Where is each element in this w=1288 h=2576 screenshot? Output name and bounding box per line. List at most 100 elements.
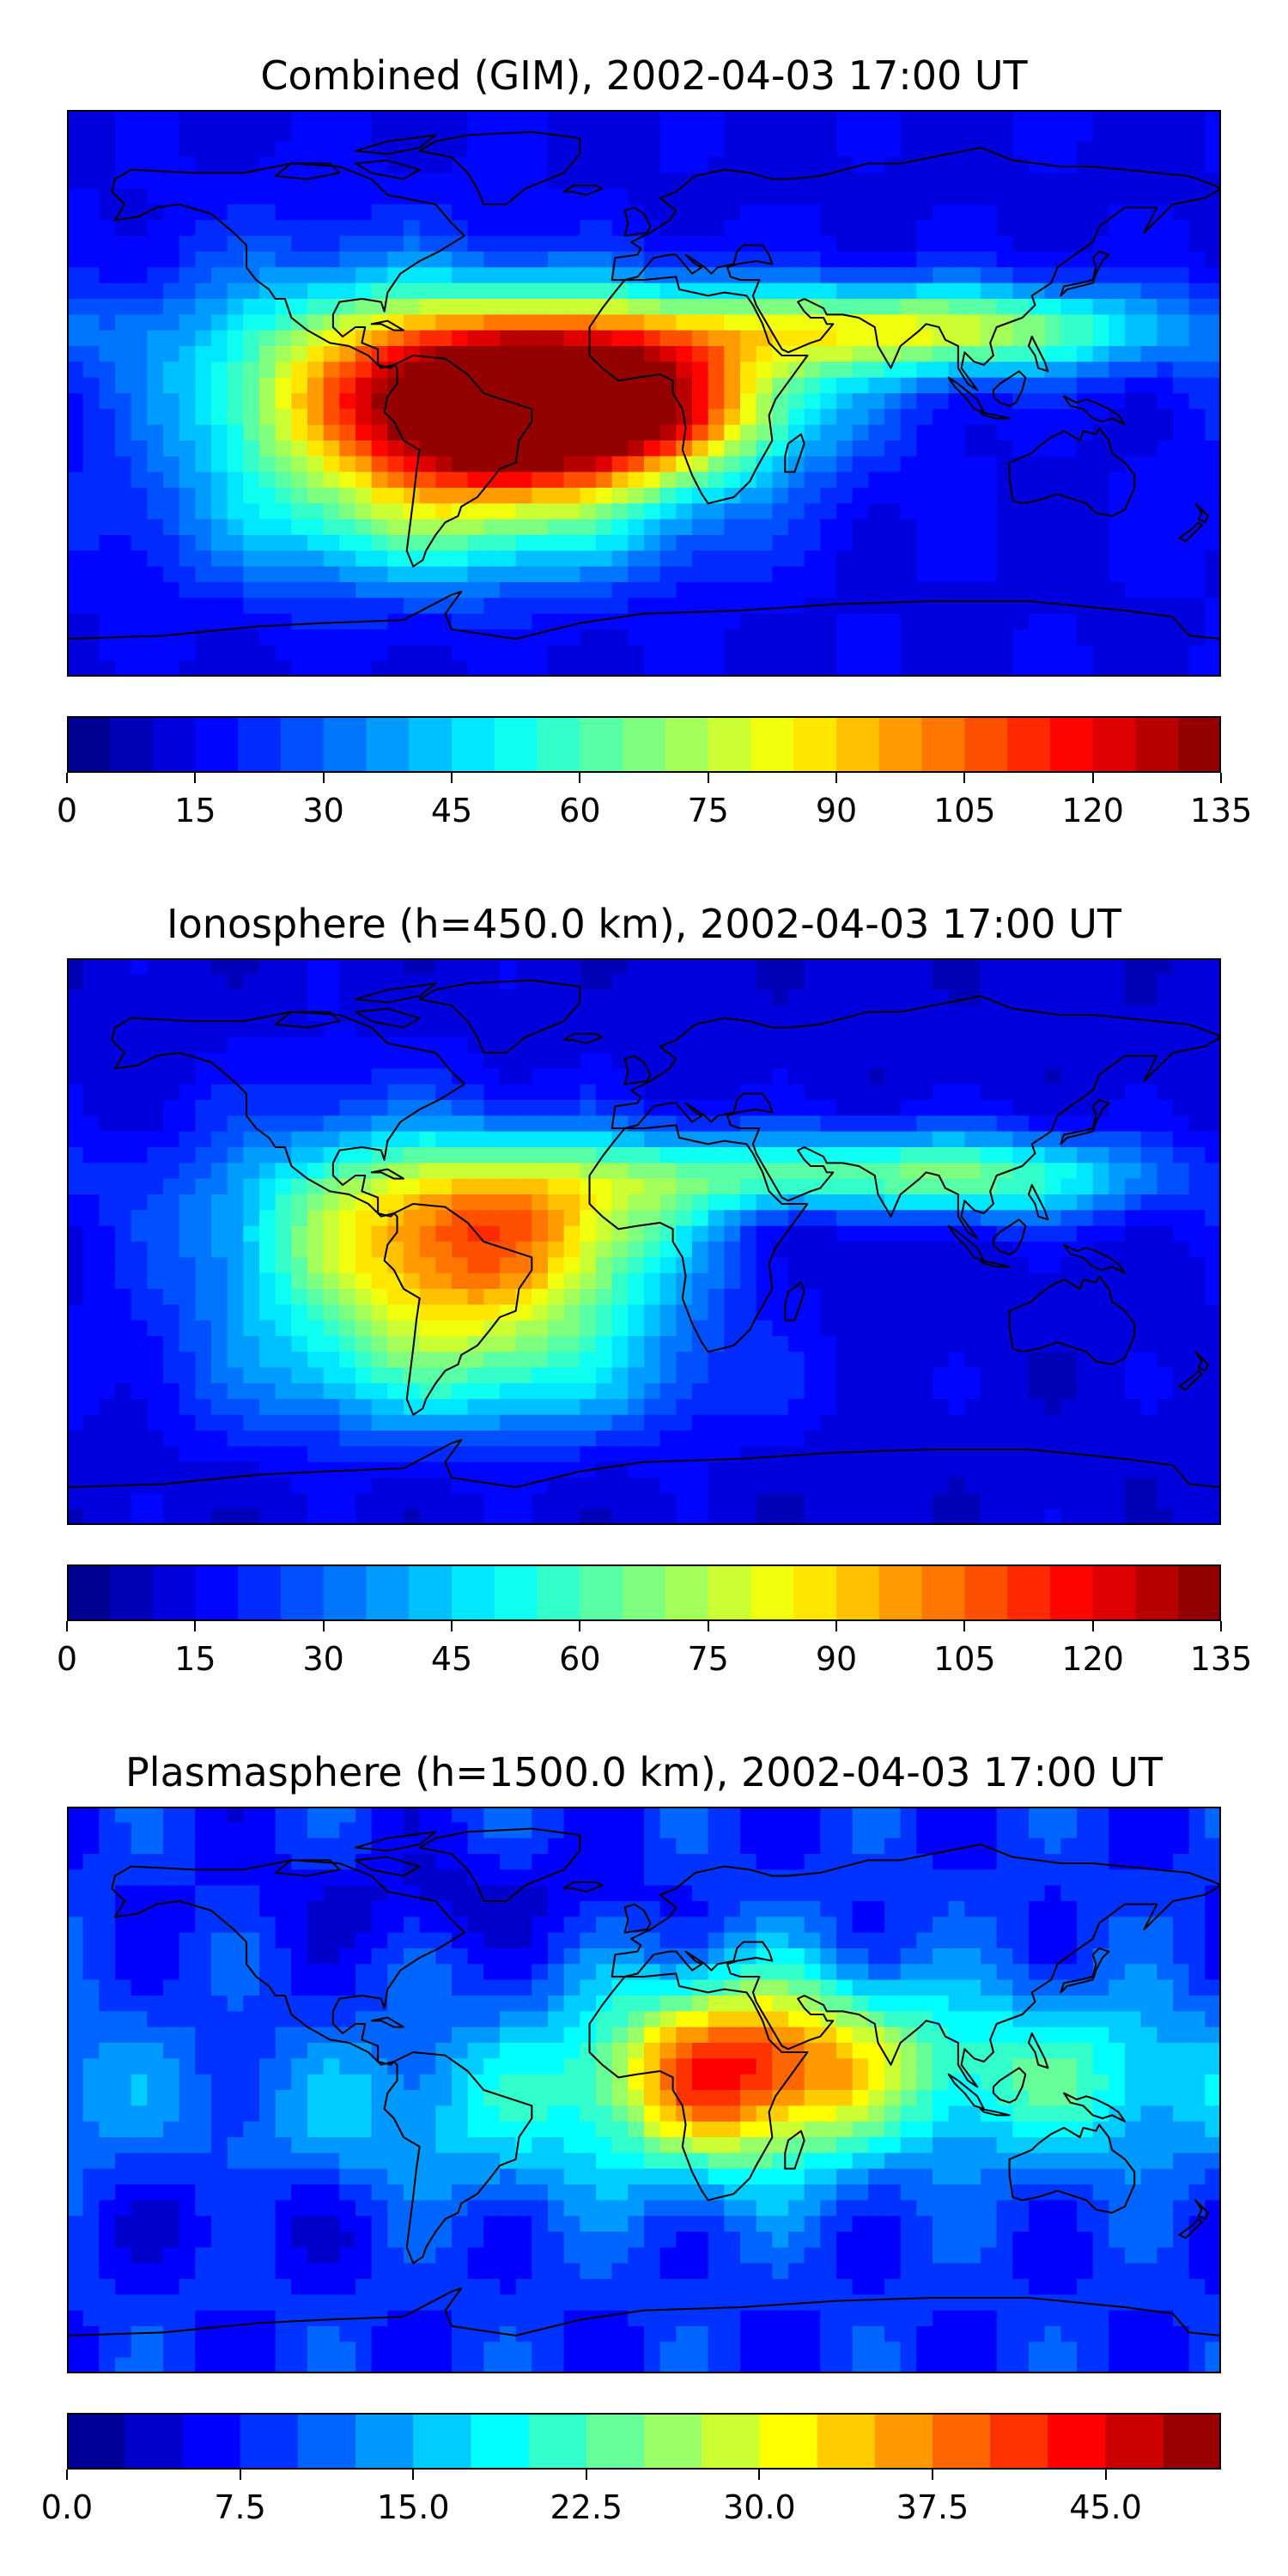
heatmap-cell bbox=[1077, 582, 1094, 598]
heatmap-cell bbox=[147, 314, 164, 331]
heatmap-cell bbox=[323, 1053, 340, 1069]
heatmap-cell bbox=[948, 1005, 965, 1022]
heatmap-cell bbox=[227, 958, 244, 975]
heatmap-cell bbox=[307, 1461, 325, 1479]
heatmap-cell bbox=[964, 361, 981, 379]
heatmap-cell bbox=[676, 1399, 693, 1416]
heatmap-cell bbox=[884, 503, 902, 520]
heatmap-cell bbox=[99, 989, 116, 1006]
heatmap-cell bbox=[1157, 1414, 1174, 1431]
heatmap-cell bbox=[611, 1068, 629, 1085]
heatmap-cell bbox=[1109, 582, 1126, 598]
heatmap-cell bbox=[788, 377, 805, 394]
heatmap-cell bbox=[387, 989, 404, 1006]
heatmap-cell bbox=[1012, 1367, 1030, 1384]
heatmap-cell bbox=[820, 346, 837, 362]
heatmap-cell bbox=[772, 330, 789, 347]
heatmap-cell bbox=[500, 1115, 517, 1133]
heatmap-cell bbox=[772, 1304, 789, 1321]
heatmap-cell bbox=[1205, 157, 1221, 173]
heatmap-cell bbox=[868, 645, 885, 662]
heatmap-cell bbox=[548, 1383, 565, 1400]
heatmap-cell bbox=[740, 582, 757, 598]
heatmap-cell bbox=[1205, 424, 1221, 441]
heatmap-cell bbox=[580, 235, 597, 252]
heatmap-cell bbox=[1140, 283, 1157, 300]
heatmap-cell bbox=[195, 1367, 212, 1384]
heatmap-cell bbox=[323, 660, 340, 677]
heatmap-cell bbox=[644, 598, 661, 615]
heatmap-cell bbox=[933, 1320, 950, 1337]
heatmap-cell bbox=[1012, 1273, 1030, 1290]
heatmap-cell bbox=[1109, 1068, 1126, 1085]
heatmap-cell bbox=[548, 456, 565, 473]
heatmap-cell bbox=[467, 1194, 484, 1211]
heatmap-cell bbox=[195, 330, 212, 347]
heatmap-cell bbox=[964, 220, 981, 237]
heatmap-cell bbox=[548, 582, 565, 598]
heatmap-cell bbox=[211, 1194, 228, 1211]
heatmap-cell bbox=[1092, 598, 1109, 615]
heatmap-cell bbox=[708, 1304, 725, 1321]
heatmap-cell bbox=[404, 235, 421, 252]
heatmap-cell bbox=[676, 519, 693, 536]
heatmap-cell bbox=[1109, 1304, 1126, 1321]
heatmap-cell bbox=[179, 1257, 196, 1274]
heatmap-cell bbox=[836, 503, 854, 520]
heatmap-cell bbox=[67, 1446, 84, 1463]
heatmap-cell bbox=[387, 1431, 404, 1447]
heatmap-cell bbox=[1092, 456, 1109, 473]
heatmap-cell bbox=[387, 173, 404, 190]
heatmap-cell bbox=[916, 409, 933, 426]
heatmap-cell bbox=[964, 1304, 981, 1321]
heatmap-cell bbox=[307, 974, 325, 991]
heatmap-cell bbox=[884, 204, 902, 221]
heatmap-cell bbox=[852, 471, 869, 489]
heatmap-cell bbox=[740, 1210, 757, 1227]
heatmap-cell bbox=[724, 629, 741, 646]
heatmap-cell bbox=[884, 582, 902, 598]
heatmap-cell bbox=[740, 598, 757, 615]
heatmap-cell bbox=[82, 157, 100, 173]
heatmap-cell bbox=[291, 989, 308, 1006]
colorbar-segment bbox=[1007, 716, 1051, 773]
heatmap-cell bbox=[916, 1304, 933, 1321]
heatmap-cell bbox=[756, 974, 773, 991]
heatmap-cell bbox=[852, 1367, 869, 1384]
heatmap-cell bbox=[981, 582, 998, 598]
heatmap-cell bbox=[724, 1036, 741, 1054]
heatmap-cell bbox=[1012, 157, 1030, 173]
heatmap-cell bbox=[996, 440, 1013, 457]
heatmap-cell bbox=[99, 1399, 116, 1416]
heatmap-cell bbox=[981, 456, 998, 473]
heatmap-cell bbox=[67, 1336, 84, 1352]
heatmap-cell bbox=[772, 1414, 789, 1431]
heatmap-cell bbox=[900, 1147, 917, 1163]
heatmap-cell bbox=[1044, 1100, 1061, 1116]
heatmap-cell bbox=[435, 1036, 453, 1054]
heatmap-cell bbox=[756, 1273, 773, 1290]
heatmap-cell bbox=[131, 377, 148, 394]
heatmap-cell bbox=[387, 535, 404, 551]
heatmap-cell bbox=[580, 1336, 597, 1352]
heatmap-cell bbox=[628, 173, 645, 190]
heatmap-cell bbox=[563, 1053, 580, 1069]
heatmap-cell bbox=[195, 157, 212, 173]
heatmap-cell bbox=[163, 1194, 180, 1211]
heatmap-cell bbox=[900, 393, 917, 410]
heatmap-cell bbox=[82, 456, 100, 473]
heatmap-cell bbox=[82, 1178, 100, 1195]
heatmap-cell bbox=[339, 1163, 356, 1180]
heatmap-cell bbox=[1092, 1352, 1109, 1369]
heatmap-cell bbox=[740, 110, 757, 126]
heatmap-cell bbox=[483, 598, 501, 615]
heatmap-cell bbox=[659, 1115, 677, 1133]
heatmap-cell bbox=[291, 1021, 308, 1038]
heatmap-cell bbox=[916, 488, 933, 504]
heatmap-cell bbox=[708, 1163, 725, 1180]
heatmap-cell bbox=[1092, 361, 1109, 379]
heatmap-cell bbox=[724, 645, 741, 662]
heatmap-cell bbox=[996, 1336, 1013, 1352]
heatmap-cell bbox=[659, 1414, 677, 1431]
heatmap-cell bbox=[628, 1225, 645, 1242]
